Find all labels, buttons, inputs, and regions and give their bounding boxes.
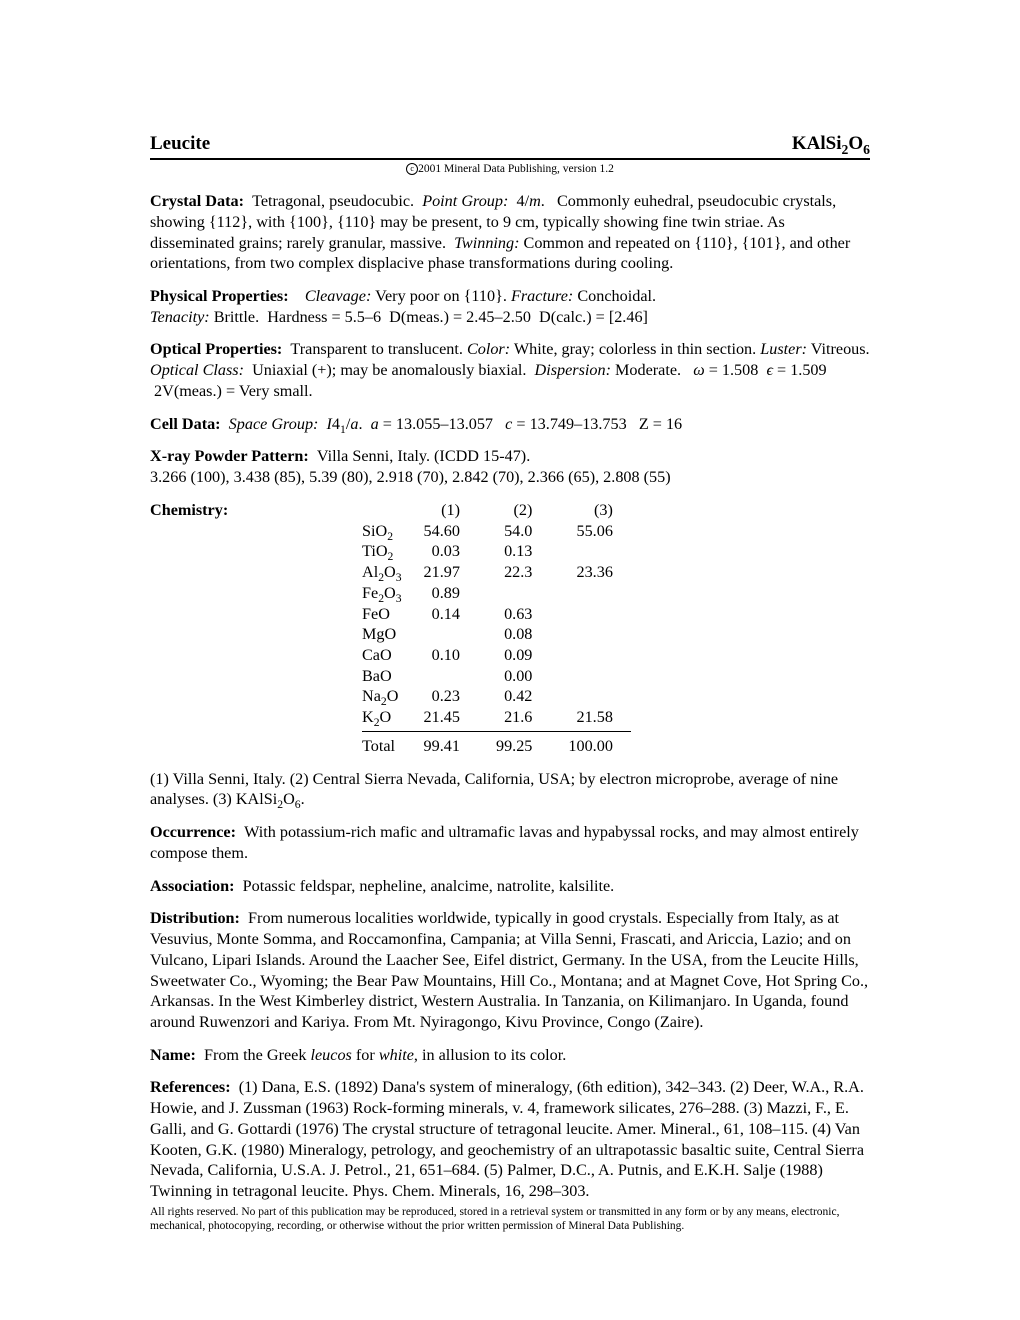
- value-cell: [550, 541, 631, 562]
- copyright-line: c2001 Mineral Data Publishing, version 1…: [150, 162, 870, 177]
- association-body: Potassic feldspar, nepheline, analcime, …: [243, 877, 615, 895]
- crystal-data-body: Tetragonal, pseudocubic. Point Group: 4/…: [150, 192, 850, 272]
- table-row: MgO 0.08: [362, 624, 631, 645]
- value-cell: 0.63: [478, 604, 550, 625]
- table-row: (1)(2)(3): [362, 500, 631, 521]
- total-cell: 100.00: [550, 732, 631, 757]
- value-cell: 21.45: [406, 707, 478, 731]
- value-cell: 0.00: [478, 666, 550, 687]
- footer-text: All rights reserved. No part of this pub…: [150, 1205, 870, 1234]
- header: Leucite KAlSi2O6: [150, 132, 870, 160]
- chemical-formula: KAlSi2O6: [792, 132, 870, 156]
- oxide-cell: BaO: [362, 666, 406, 687]
- total-label: Total: [362, 732, 406, 757]
- value-cell: [550, 645, 631, 666]
- references-label: References:: [150, 1078, 231, 1096]
- value-cell: 0.14: [406, 604, 478, 625]
- value-cell: 21.58: [550, 707, 631, 731]
- name-label: Name:: [150, 1046, 196, 1064]
- value-cell: 21.6: [478, 707, 550, 731]
- table-row: K2O21.4521.621.58: [362, 707, 631, 731]
- distribution-body: From numerous localities worldwide, typi…: [150, 909, 868, 1031]
- value-cell: 0.09: [478, 645, 550, 666]
- value-cell: 21.97: [406, 562, 478, 583]
- section-physical: Physical Properties: Cleavage: Very poor…: [150, 286, 870, 327]
- distribution-label: Distribution:: [150, 909, 240, 927]
- copyright-text: 2001 Mineral Data Publishing, version 1.…: [418, 163, 614, 175]
- oxide-cell: Al2O3: [362, 562, 406, 583]
- occurrence-body: With potassium-rich mafic and ultramafic…: [150, 823, 859, 862]
- value-cell: 0.23: [406, 686, 478, 707]
- table-col-header: (1): [406, 500, 478, 521]
- table-col-header: (3): [550, 500, 631, 521]
- oxide-cell: CaO: [362, 645, 406, 666]
- value-cell: [550, 624, 631, 645]
- oxide-cell: Na2O: [362, 686, 406, 707]
- value-cell: 0.42: [478, 686, 550, 707]
- value-cell: 55.06: [550, 521, 631, 542]
- table-row: BaO 0.00: [362, 666, 631, 687]
- table-col-header: (2): [478, 500, 550, 521]
- optical-label: Optical Properties:: [150, 340, 282, 358]
- chemistry-table: (1)(2)(3)SiO254.6054.055.06TiO20.030.13A…: [362, 500, 631, 757]
- mineral-name: Leucite: [150, 132, 210, 156]
- value-cell: [406, 624, 478, 645]
- section-optical: Optical Properties: Transparent to trans…: [150, 339, 870, 401]
- page: Leucite KAlSi2O6 c2001 Mineral Data Publ…: [0, 0, 1020, 1320]
- physical-label: Physical Properties:: [150, 287, 289, 305]
- table-row: SiO254.6054.055.06: [362, 521, 631, 542]
- copyright-icon: c: [406, 163, 418, 175]
- value-cell: [478, 583, 550, 604]
- crystal-data-label: Crystal Data:: [150, 192, 244, 210]
- oxide-cell: SiO2: [362, 521, 406, 542]
- table-row: CaO0.100.09: [362, 645, 631, 666]
- name-body: From the Greek leucos for white, in allu…: [204, 1046, 566, 1064]
- table-row: Na2O0.230.42: [362, 686, 631, 707]
- total-cell: 99.25: [478, 732, 550, 757]
- references-body: (1) Dana, E.S. (1892) Dana's system of m…: [150, 1078, 864, 1200]
- cell-label: Cell Data:: [150, 415, 221, 433]
- section-association: Association: Potassic feldspar, nephelin…: [150, 876, 870, 897]
- table-row: Al2O321.9722.323.36: [362, 562, 631, 583]
- value-cell: [550, 686, 631, 707]
- oxide-cell: Fe2O3: [362, 583, 406, 604]
- section-xray: X-ray Powder Pattern: Villa Senni, Italy…: [150, 446, 870, 487]
- section-occurrence: Occurrence: With potassium-rich mafic an…: [150, 822, 870, 863]
- value-cell: 0.89: [406, 583, 478, 604]
- value-cell: 0.13: [478, 541, 550, 562]
- xray-label: X-ray Powder Pattern:: [150, 447, 309, 465]
- oxide-cell: K2O: [362, 707, 406, 731]
- occurrence-label: Occurrence:: [150, 823, 236, 841]
- oxide-cell: FeO: [362, 604, 406, 625]
- section-references: References: (1) Dana, E.S. (1892) Dana's…: [150, 1077, 870, 1201]
- value-cell: 54.60: [406, 521, 478, 542]
- value-cell: 54.0: [478, 521, 550, 542]
- value-cell: [406, 666, 478, 687]
- value-cell: 0.03: [406, 541, 478, 562]
- value-cell: [550, 604, 631, 625]
- total-cell: 99.41: [406, 732, 478, 757]
- value-cell: [550, 583, 631, 604]
- association-label: Association:: [150, 877, 235, 895]
- chemistry-label: Chemistry:: [150, 500, 360, 521]
- chemistry-footnote: (1) Villa Senni, Italy. (2) Central Sier…: [150, 769, 870, 810]
- section-chemistry: Chemistry: (1)(2)(3)SiO254.6054.055.06Ti…: [150, 500, 870, 810]
- table-row: FeO0.140.63: [362, 604, 631, 625]
- cell-body: Space Group: I41/a. a = 13.055–13.057 c …: [229, 415, 682, 433]
- table-row: TiO20.030.13: [362, 541, 631, 562]
- section-cell: Cell Data: Space Group: I41/a. a = 13.05…: [150, 414, 870, 435]
- section-crystal-data: Crystal Data: Tetragonal, pseudocubic. P…: [150, 191, 870, 274]
- value-cell: 0.08: [478, 624, 550, 645]
- value-cell: 23.36: [550, 562, 631, 583]
- value-cell: 0.10: [406, 645, 478, 666]
- table-row: Fe2O30.89: [362, 583, 631, 604]
- section-name: Name: From the Greek leucos for white, i…: [150, 1045, 870, 1066]
- oxide-cell: MgO: [362, 624, 406, 645]
- value-cell: 22.3: [478, 562, 550, 583]
- value-cell: [550, 666, 631, 687]
- section-distribution: Distribution: From numerous localities w…: [150, 908, 870, 1032]
- table-row-total: Total99.4199.25100.00: [362, 732, 631, 757]
- oxide-cell: TiO2: [362, 541, 406, 562]
